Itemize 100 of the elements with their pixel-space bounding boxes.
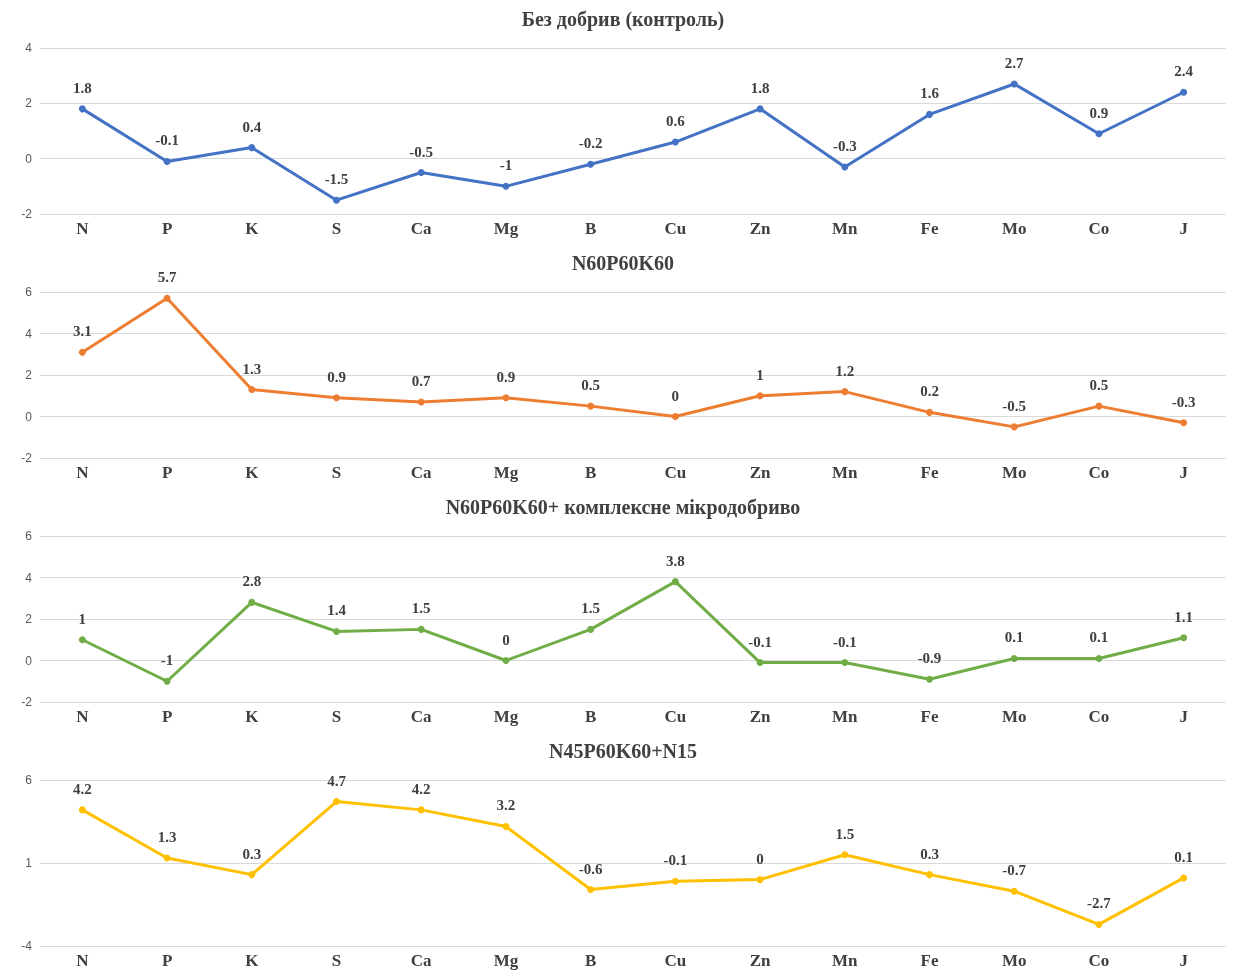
data-label: -0.1: [155, 132, 179, 149]
data-label: -0.1: [748, 633, 772, 650]
x-tick-label: N: [76, 951, 90, 970]
point: [671, 877, 679, 885]
x-tick-label: Fe: [920, 707, 939, 726]
point: [756, 105, 764, 113]
point: [502, 182, 510, 190]
point: [163, 157, 171, 165]
y-tick-label: 0: [25, 653, 33, 668]
data-label: 0.9: [496, 368, 516, 385]
x-tick-label: Mo: [1001, 707, 1027, 726]
x-tick-label: P: [161, 463, 173, 482]
point: [1180, 874, 1188, 882]
x-tick-label: P: [161, 707, 173, 726]
point: [248, 144, 256, 152]
point: [417, 398, 425, 406]
y-tick-label: 0: [25, 409, 33, 424]
data-label: 0.6: [665, 113, 686, 130]
x-tick-label: Fe: [920, 463, 939, 482]
x-tick-label: B: [584, 707, 597, 726]
y-tick-label: 0: [25, 151, 33, 166]
point: [587, 625, 595, 633]
data-label: 0: [502, 631, 510, 648]
x-tick-label: Zn: [749, 219, 772, 238]
x-tick-label: Cu: [664, 463, 687, 482]
point: [587, 402, 595, 410]
x-tick-label: K: [245, 463, 260, 482]
y-tick-label: 2: [25, 612, 33, 626]
y-tick-label: 6: [25, 285, 33, 299]
data-label: -2.7: [1087, 895, 1112, 912]
point: [587, 886, 595, 894]
x-tick-label: B: [584, 219, 597, 238]
data-label: 4.2: [411, 780, 431, 797]
point: [248, 598, 256, 606]
chart-title: Без добрив (контроль): [521, 8, 725, 31]
x-tick-label: Mn: [832, 951, 859, 970]
point: [841, 851, 849, 859]
point: [78, 636, 86, 644]
x-tick-label: Ca: [410, 463, 433, 482]
point: [841, 163, 849, 171]
x-tick-label: P: [161, 219, 173, 238]
y-tick-label: 4: [25, 570, 33, 585]
data-label: 1.1: [1174, 608, 1194, 625]
data-label: 1.5: [835, 825, 855, 842]
point: [248, 386, 256, 394]
chart-title: N60P60K60+ комплексне мікродобриво: [445, 496, 801, 519]
data-label: 2.8: [242, 573, 262, 590]
data-label: 0: [756, 850, 764, 867]
x-tick-label: S: [331, 219, 342, 238]
x-tick-label: Cu: [664, 707, 687, 726]
x-tick-label: J: [1179, 707, 1189, 726]
y-tick-label: -2: [21, 695, 33, 709]
data-label: -1: [160, 652, 174, 669]
data-label: -1.5: [324, 171, 349, 188]
point: [756, 876, 764, 884]
point: [502, 822, 510, 830]
point: [671, 413, 679, 420]
x-tick-label: Co: [1088, 463, 1110, 482]
data-label: -0.1: [832, 633, 857, 650]
point: [671, 138, 679, 146]
x-tick-label: Mg: [493, 951, 519, 970]
x-tick-label: Mg: [493, 463, 519, 482]
x-tick-label: Cu: [664, 951, 687, 970]
point: [163, 294, 171, 302]
data-label: -0.5: [409, 143, 434, 160]
x-tick-label: Cu: [664, 219, 687, 238]
y-tick-label: 1: [25, 856, 33, 870]
data-label: 0.1: [1004, 629, 1024, 646]
data-label: -0.2: [578, 135, 603, 152]
point: [333, 394, 340, 402]
y-tick-label: 6: [25, 529, 33, 543]
data-label: 0: [671, 387, 680, 404]
point: [926, 408, 933, 416]
point: [502, 657, 510, 664]
data-label: 1.3: [157, 829, 177, 846]
point: [333, 627, 340, 635]
x-tick-label: J: [1179, 219, 1189, 238]
point: [502, 394, 510, 402]
point: [78, 806, 86, 814]
point: [333, 196, 340, 204]
point: [1010, 654, 1018, 662]
data-label: 0.9: [1089, 104, 1109, 121]
point: [841, 659, 849, 667]
y-tick-label: 6: [25, 773, 33, 787]
x-tick-label: J: [1179, 463, 1189, 482]
x-tick-label: B: [584, 951, 597, 970]
point: [1095, 654, 1103, 662]
x-tick-label: Zn: [749, 463, 772, 482]
point: [1180, 88, 1188, 96]
x-tick-label: Ca: [410, 707, 433, 726]
x-tick-label: Mg: [493, 707, 519, 726]
y-tick-label: -4: [21, 939, 33, 953]
data-label: 2.7: [1004, 54, 1025, 71]
y-tick-label: 2: [25, 368, 33, 382]
data-label: 4.2: [72, 780, 92, 797]
x-tick-label: Mn: [832, 707, 859, 726]
data-label: -0.5: [1002, 397, 1027, 414]
point: [926, 871, 933, 879]
point: [417, 806, 425, 814]
data-label: 3.1: [72, 323, 92, 340]
